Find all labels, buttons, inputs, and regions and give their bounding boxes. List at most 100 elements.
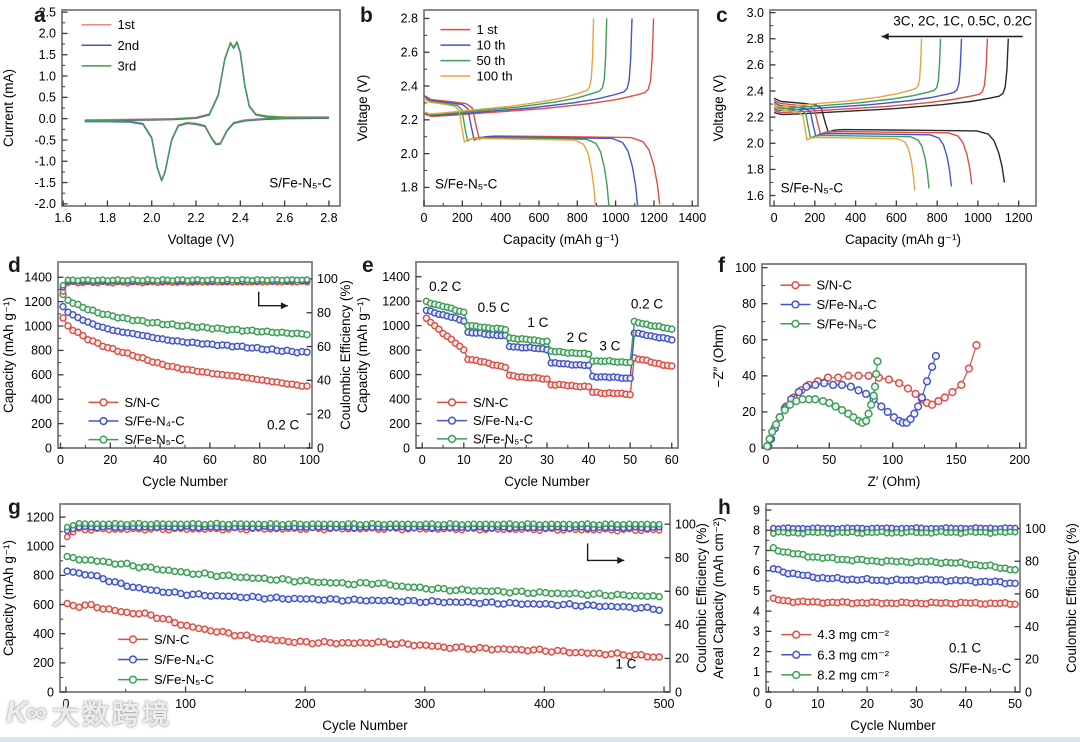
svg-text:80: 80 [317, 306, 331, 320]
panel-a-chart: 1.6 1.8 2.0 2.2 2.4 2.6 2.8 -2.0 -1.5 -1.0 -0.5 0.0… [1, 5, 341, 247]
svg-text:S/Fe-N₄-C: S/Fe-N₄-C [473, 413, 533, 428]
svg-text:0.0: 0.0 [39, 112, 56, 126]
svg-text:40: 40 [959, 697, 973, 711]
panel-d-chart: 0 20 40 60 80 1000200400600800100012001400020… [1, 261, 353, 489]
svg-text:2: 2 [753, 645, 760, 659]
svg-text:Cycle Number: Cycle Number [850, 718, 936, 733]
svg-text:0: 0 [63, 697, 70, 711]
svg-text:6: 6 [753, 564, 760, 578]
svg-text:3.0: 3.0 [747, 6, 764, 20]
svg-text:1200: 1200 [26, 510, 54, 524]
svg-text:400: 400 [33, 627, 54, 641]
panel-c-voltage-profiles-rates: c 0 200 400 600 800 1000 1200 1.6 1.8 2.0 2.2 2.4 2.… [710, 0, 1080, 252]
panel-g-chart: 0 100 200 300 400 500020040060080010001200020… [1, 503, 709, 733]
watermark-text: 大数跨境 [52, 700, 173, 730]
svg-text:1400: 1400 [24, 271, 52, 285]
svg-text:1000: 1000 [964, 211, 992, 225]
svg-text:60: 60 [203, 453, 217, 467]
svg-text:300: 300 [414, 697, 435, 711]
svg-text:10: 10 [457, 453, 471, 467]
svg-text:1400: 1400 [382, 270, 410, 284]
svg-text:2 C: 2 C [567, 330, 588, 345]
svg-text:1.8: 1.8 [401, 181, 418, 195]
svg-text:S/Fe-N₄-C: S/Fe-N₄-C [816, 297, 876, 312]
svg-text:0.1 C: 0.1 C [949, 641, 982, 656]
panel-a-cv-curves: a 1.6 1.8 2.0 2.2 2.4 2.6 2.8 -2.0 -1.5 -1.0 -0.5 0… [0, 0, 354, 252]
watermark: K∞ 大数跨境 [6, 693, 172, 732]
svg-text:800: 800 [389, 343, 410, 357]
svg-text:1200: 1200 [382, 294, 410, 308]
svg-text:-0.5: -0.5 [34, 133, 56, 147]
svg-text:8: 8 [753, 524, 760, 538]
panel-letter: a [34, 4, 46, 27]
svg-text:Capacity (mAh g⁻¹): Capacity (mAh g⁻¹) [1, 297, 16, 413]
svg-text:1.6: 1.6 [54, 211, 71, 225]
svg-text:1.0: 1.0 [39, 69, 56, 83]
svg-text:40: 40 [582, 453, 596, 467]
bottom-strip [0, 737, 1080, 742]
svg-text:2.4: 2.4 [232, 211, 249, 225]
svg-text:500: 500 [654, 697, 675, 711]
panel-letter: f [718, 254, 725, 277]
svg-text:20: 20 [1025, 653, 1039, 667]
svg-text:S/N-C: S/N-C [473, 395, 508, 410]
svg-text:S/N-C: S/N-C [124, 395, 159, 410]
svg-text:4: 4 [753, 604, 760, 618]
svg-text:0: 0 [753, 685, 760, 699]
svg-text:2.0: 2.0 [747, 137, 764, 151]
svg-text:400: 400 [31, 393, 52, 407]
svg-text:2.6: 2.6 [747, 58, 764, 72]
svg-text:30: 30 [540, 453, 554, 467]
svg-text:S/Fe-N₄-C: S/Fe-N₄-C [154, 652, 214, 667]
svg-text:1400: 1400 [678, 211, 706, 225]
watermark-logo-icon: K∞ [6, 695, 47, 729]
svg-text:60: 60 [742, 333, 756, 347]
svg-text:S/N-C: S/N-C [816, 278, 851, 293]
svg-text:Voltage (V): Voltage (V) [355, 75, 370, 142]
svg-text:2.5: 2.5 [39, 5, 56, 19]
svg-text:2.0: 2.0 [143, 211, 160, 225]
panel-b-voltage-profiles-cycles: b 0 200 400 600 800 1000 1200 1400 1.8 2.0 2.2 2.4 2… [354, 0, 710, 252]
svg-text:600: 600 [529, 211, 550, 225]
svg-text:1st: 1st [117, 17, 135, 32]
svg-text:2.4: 2.4 [747, 84, 764, 98]
svg-text:50: 50 [1008, 697, 1022, 711]
svg-text:9: 9 [753, 503, 760, 517]
svg-text:150: 150 [946, 453, 967, 467]
svg-text:60: 60 [1025, 587, 1039, 601]
svg-text:S/Fe-N₅-C: S/Fe-N₅-C [781, 180, 844, 195]
panel-letter: e [362, 254, 374, 277]
svg-text:2.2: 2.2 [747, 110, 764, 124]
panel-c-chart: 0 200 400 600 800 1000 1200 1.6 1.8 2.0 2.2 2.4 2.6 2… [711, 6, 1037, 247]
svg-text:Cycle Number: Cycle Number [504, 474, 590, 489]
svg-text:3rd: 3rd [117, 58, 136, 73]
svg-text:100: 100 [299, 453, 320, 467]
svg-text:800: 800 [31, 344, 52, 358]
svg-text:0: 0 [421, 211, 428, 225]
svg-text:600: 600 [886, 211, 907, 225]
svg-text:400: 400 [490, 211, 511, 225]
svg-text:Voltage (V): Voltage (V) [168, 232, 235, 247]
svg-text:Capacity (mAh g⁻¹): Capacity (mAh g⁻¹) [503, 232, 619, 247]
panel-letter: b [360, 4, 373, 27]
svg-text:1200: 1200 [1005, 211, 1033, 225]
svg-text:80: 80 [675, 551, 689, 565]
svg-text:1: 1 [753, 665, 760, 679]
svg-text:20: 20 [103, 453, 117, 467]
svg-text:50: 50 [623, 453, 637, 467]
svg-text:80: 80 [742, 297, 756, 311]
svg-text:50: 50 [822, 453, 836, 467]
svg-text:30: 30 [909, 697, 923, 711]
svg-text:0: 0 [1025, 685, 1032, 699]
svg-text:100: 100 [735, 261, 756, 275]
svg-text:400: 400 [534, 697, 555, 711]
svg-text:S/Fe-N₄-C: S/Fe-N₄-C [124, 414, 184, 429]
panel-letter: c [716, 4, 728, 27]
svg-text:20: 20 [317, 407, 331, 421]
svg-text:2.8: 2.8 [320, 211, 337, 225]
svg-text:S/Fe-N₅-C: S/Fe-N₅-C [435, 176, 498, 191]
svg-text:S/Fe-N₅-C: S/Fe-N₅-C [124, 432, 184, 447]
svg-text:10: 10 [811, 697, 825, 711]
